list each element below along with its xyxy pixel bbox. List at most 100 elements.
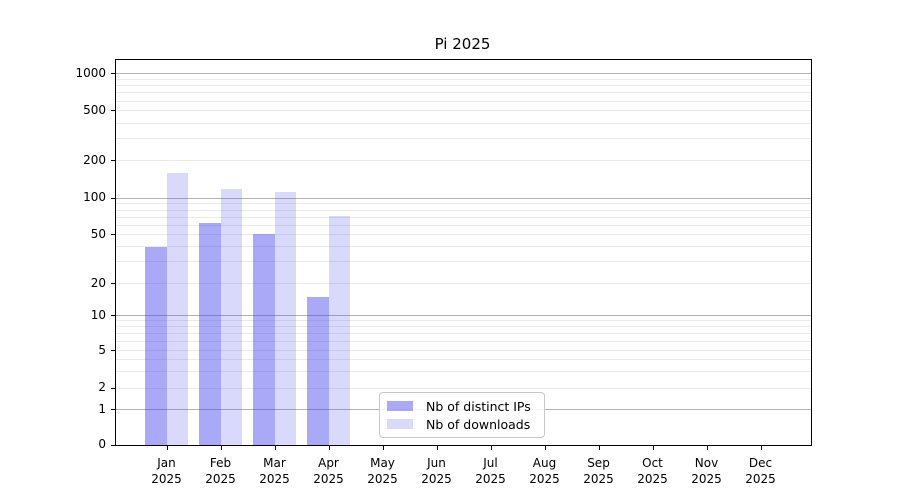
x-tick-year: 2025: [367, 472, 398, 486]
x-tick-mark: [274, 446, 276, 450]
x-tick-year: 2025: [745, 472, 776, 486]
legend-label-downloads: Nb of downloads: [426, 416, 531, 432]
bar-downloads-apr: [328, 215, 350, 445]
x-tick-year: 2025: [205, 472, 236, 486]
bar-distinct-ips-mar: [253, 233, 275, 445]
x-tick-label: Nov 2025: [677, 455, 737, 487]
gridline-minor: [116, 359, 811, 361]
x-tick-mark: [166, 446, 168, 450]
x-tick-year: 2025: [475, 472, 506, 486]
x-tick-mark: [706, 446, 708, 450]
y-tick-mark: [111, 110, 115, 112]
y-tick-label: 5: [98, 342, 106, 357]
gridline-minor: [116, 350, 811, 351]
gridline-minor: [116, 261, 811, 263]
gridline-minor: [116, 283, 811, 284]
x-tick-year: 2025: [151, 472, 182, 486]
legend-item-distinct-ips: Nb of distinct IPs: [387, 399, 544, 414]
gridline-major: [116, 197, 811, 199]
x-tick-label: Jun 2025: [407, 455, 467, 487]
gridline-minor: [116, 100, 811, 102]
y-tick-label: 2: [98, 380, 106, 394]
gridline-minor: [116, 85, 811, 87]
x-tick-mark: [220, 446, 222, 450]
x-tick-mark: [490, 446, 492, 450]
x-tick-month: Jul: [483, 456, 498, 470]
bar-downloads-mar: [274, 192, 296, 445]
x-tick-label: Sep 2025: [569, 455, 629, 487]
x-tick-label: May 2025: [353, 455, 413, 487]
x-tick-mark: [436, 446, 438, 450]
y-tick-mark: [111, 160, 115, 162]
y-tick-mark: [111, 73, 115, 75]
x-tick-year: 2025: [529, 472, 560, 486]
y-tick-mark: [111, 315, 115, 316]
x-tick-month: Jan: [157, 456, 176, 470]
gridline-minor: [116, 246, 811, 248]
gridline-minor: [116, 92, 811, 94]
x-tick-month: Dec: [748, 456, 773, 470]
y-tick-label: 200: [83, 152, 106, 167]
y-tick-mark: [111, 197, 115, 199]
y-tick-label: 0: [98, 437, 106, 451]
bar-distinct-ips-jan: [145, 246, 167, 445]
x-tick-mark: [382, 446, 384, 450]
legend-label-distinct-ips: Nb of distinct IPs: [426, 398, 531, 414]
gridline-minor: [116, 160, 811, 162]
gridline-minor: [116, 78, 811, 80]
gridline-major: [116, 73, 811, 75]
gridline-minor: [116, 209, 811, 211]
gridline-minor: [116, 340, 811, 342]
x-tick-month: Feb: [209, 456, 232, 470]
legend-swatch-distinct-ips: [387, 401, 413, 411]
y-tick-mark: [111, 234, 115, 236]
y-tick-label: 10: [90, 307, 106, 322]
y-tick-label: 1: [98, 401, 106, 416]
x-tick-year: 2025: [313, 472, 344, 486]
y-tick-mark: [111, 409, 115, 410]
bar-downloads-feb: [220, 189, 242, 445]
chart-title: Pi 2025: [434, 35, 491, 53]
gridline-minor: [116, 326, 811, 328]
y-tick-mark: [111, 387, 115, 389]
x-tick-mark: [760, 446, 762, 450]
bar-distinct-ips-apr: [307, 296, 329, 445]
gridline-minor: [116, 224, 811, 226]
y-tick-label: 50: [90, 226, 106, 241]
x-tick-label: Dec 2025: [731, 455, 791, 487]
gridline-minor: [116, 203, 811, 205]
gridline-minor: [116, 387, 811, 389]
x-tick-month: May: [370, 456, 395, 470]
y-tick-label: 1000: [75, 65, 106, 80]
x-tick-mark: [328, 446, 330, 450]
x-tick-year: 2025: [691, 472, 722, 486]
x-tick-month: Jun: [427, 456, 446, 470]
x-tick-year: 2025: [259, 472, 290, 486]
x-tick-month: Aug: [532, 456, 557, 470]
legend: Nb of distinct IPs Nb of downloads: [379, 392, 545, 438]
gridline-minor: [116, 333, 811, 334]
x-tick-label: Oct 2025: [623, 455, 683, 487]
x-tick-month: Mar: [263, 456, 286, 470]
x-tick-year: 2025: [421, 472, 452, 486]
gridline-major: [116, 315, 811, 316]
x-tick-label: Jan 2025: [137, 455, 197, 487]
x-tick-mark: [652, 446, 654, 450]
y-tick-label: 500: [83, 102, 106, 117]
x-tick-label: Feb 2025: [191, 455, 251, 487]
x-tick-month: Nov: [694, 456, 719, 470]
x-tick-label: Apr 2025: [299, 455, 359, 487]
y-tick-mark: [111, 444, 115, 446]
x-tick-label: Mar 2025: [245, 455, 305, 487]
gridline-minor: [116, 216, 811, 218]
legend-item-downloads: Nb of downloads: [387, 417, 544, 432]
y-tick-label: 100: [83, 190, 106, 205]
gridline-minor: [116, 122, 811, 124]
gridline-minor: [116, 370, 811, 372]
gridline-minor: [116, 234, 811, 236]
x-tick-mark: [544, 446, 546, 450]
x-tick-month: Apr: [318, 456, 339, 470]
y-tick-mark: [111, 350, 115, 351]
x-tick-month: Sep: [587, 456, 610, 470]
bar-distinct-ips-feb: [199, 223, 221, 445]
